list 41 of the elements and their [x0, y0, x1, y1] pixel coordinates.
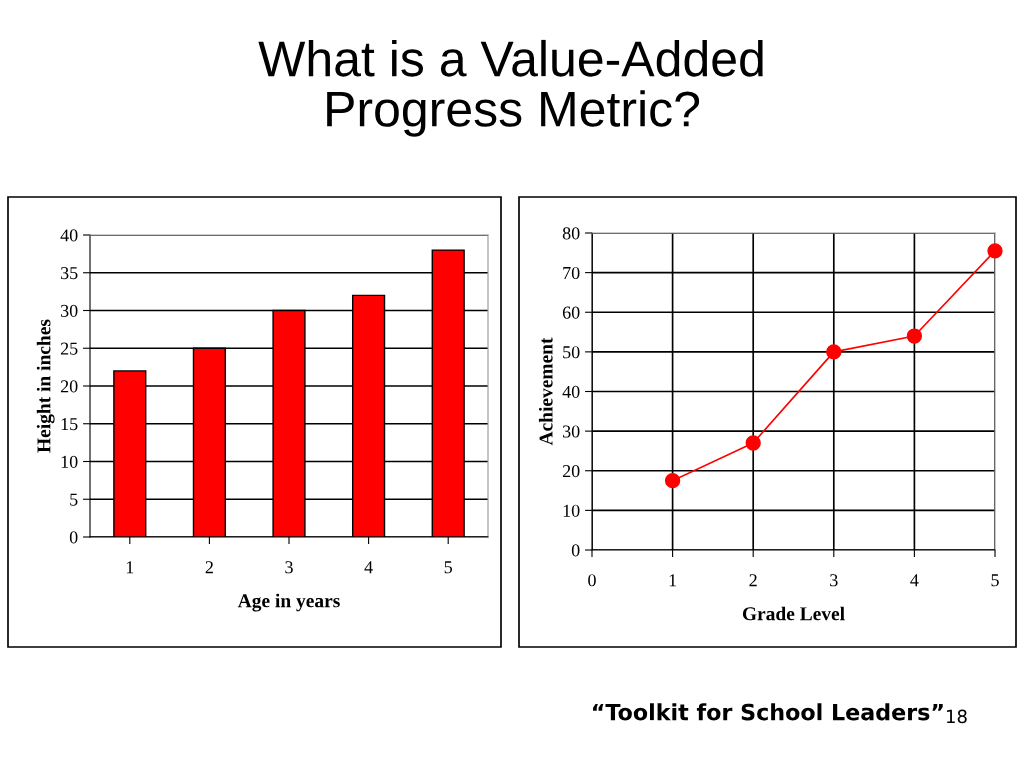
point: [745, 435, 761, 451]
y-tick-label: 25: [60, 342, 78, 355]
y-tick-label: 35: [61, 267, 78, 280]
y-tick-label: 20: [60, 380, 78, 393]
y-tick-label: 50: [563, 346, 580, 359]
x-tick-label: 3: [830, 574, 838, 587]
y-tick-label: 30: [563, 425, 580, 438]
x-tick-label: 4: [910, 574, 919, 587]
y-tick-label: 40: [60, 229, 78, 242]
y-tick-label: 15: [61, 418, 78, 431]
x-tick-label: 2: [205, 561, 213, 574]
x-tick-label: 5: [991, 574, 999, 587]
point: [906, 328, 923, 344]
y-tick-label: 10: [563, 504, 580, 517]
x-tick-label: 3: [285, 561, 293, 574]
point: [987, 243, 1003, 259]
y-tick-label: 10: [61, 455, 78, 468]
point: [826, 344, 842, 360]
y-axis-title: Achievement: [538, 337, 553, 446]
y-tick-label: 5: [70, 493, 78, 506]
y-tick-label: 0: [69, 531, 78, 544]
x-tick-label: 1: [669, 574, 677, 587]
y-tick-label: 80: [562, 227, 580, 240]
y-tick-label: 0: [571, 544, 580, 557]
y-tick-label: 70: [563, 266, 580, 280]
x-tick-label: 5: [444, 561, 453, 574]
x-tick-label: 1: [126, 561, 134, 574]
text: 18: [946, 709, 967, 724]
point: [664, 473, 681, 489]
x-axis-title: Age in years: [237, 593, 340, 612]
x-tick-label: 0: [588, 574, 596, 587]
y-tick-label: 60: [562, 306, 580, 319]
y-axis-title: Height in inches: [36, 319, 55, 453]
chart-title: What is a Value-Added Progress Metric?: [258, 39, 763, 137]
text: “Toolkit for School Leaders”: [593, 703, 943, 721]
y-tick-label: 20: [562, 465, 580, 478]
x-tick-label: 4: [364, 561, 373, 574]
x-axis-title: Grade Level: [742, 606, 845, 621]
y-tick-label: 40: [562, 385, 580, 398]
y-tick-label: 30: [61, 304, 78, 317]
x-tick-label: 2: [749, 574, 757, 587]
